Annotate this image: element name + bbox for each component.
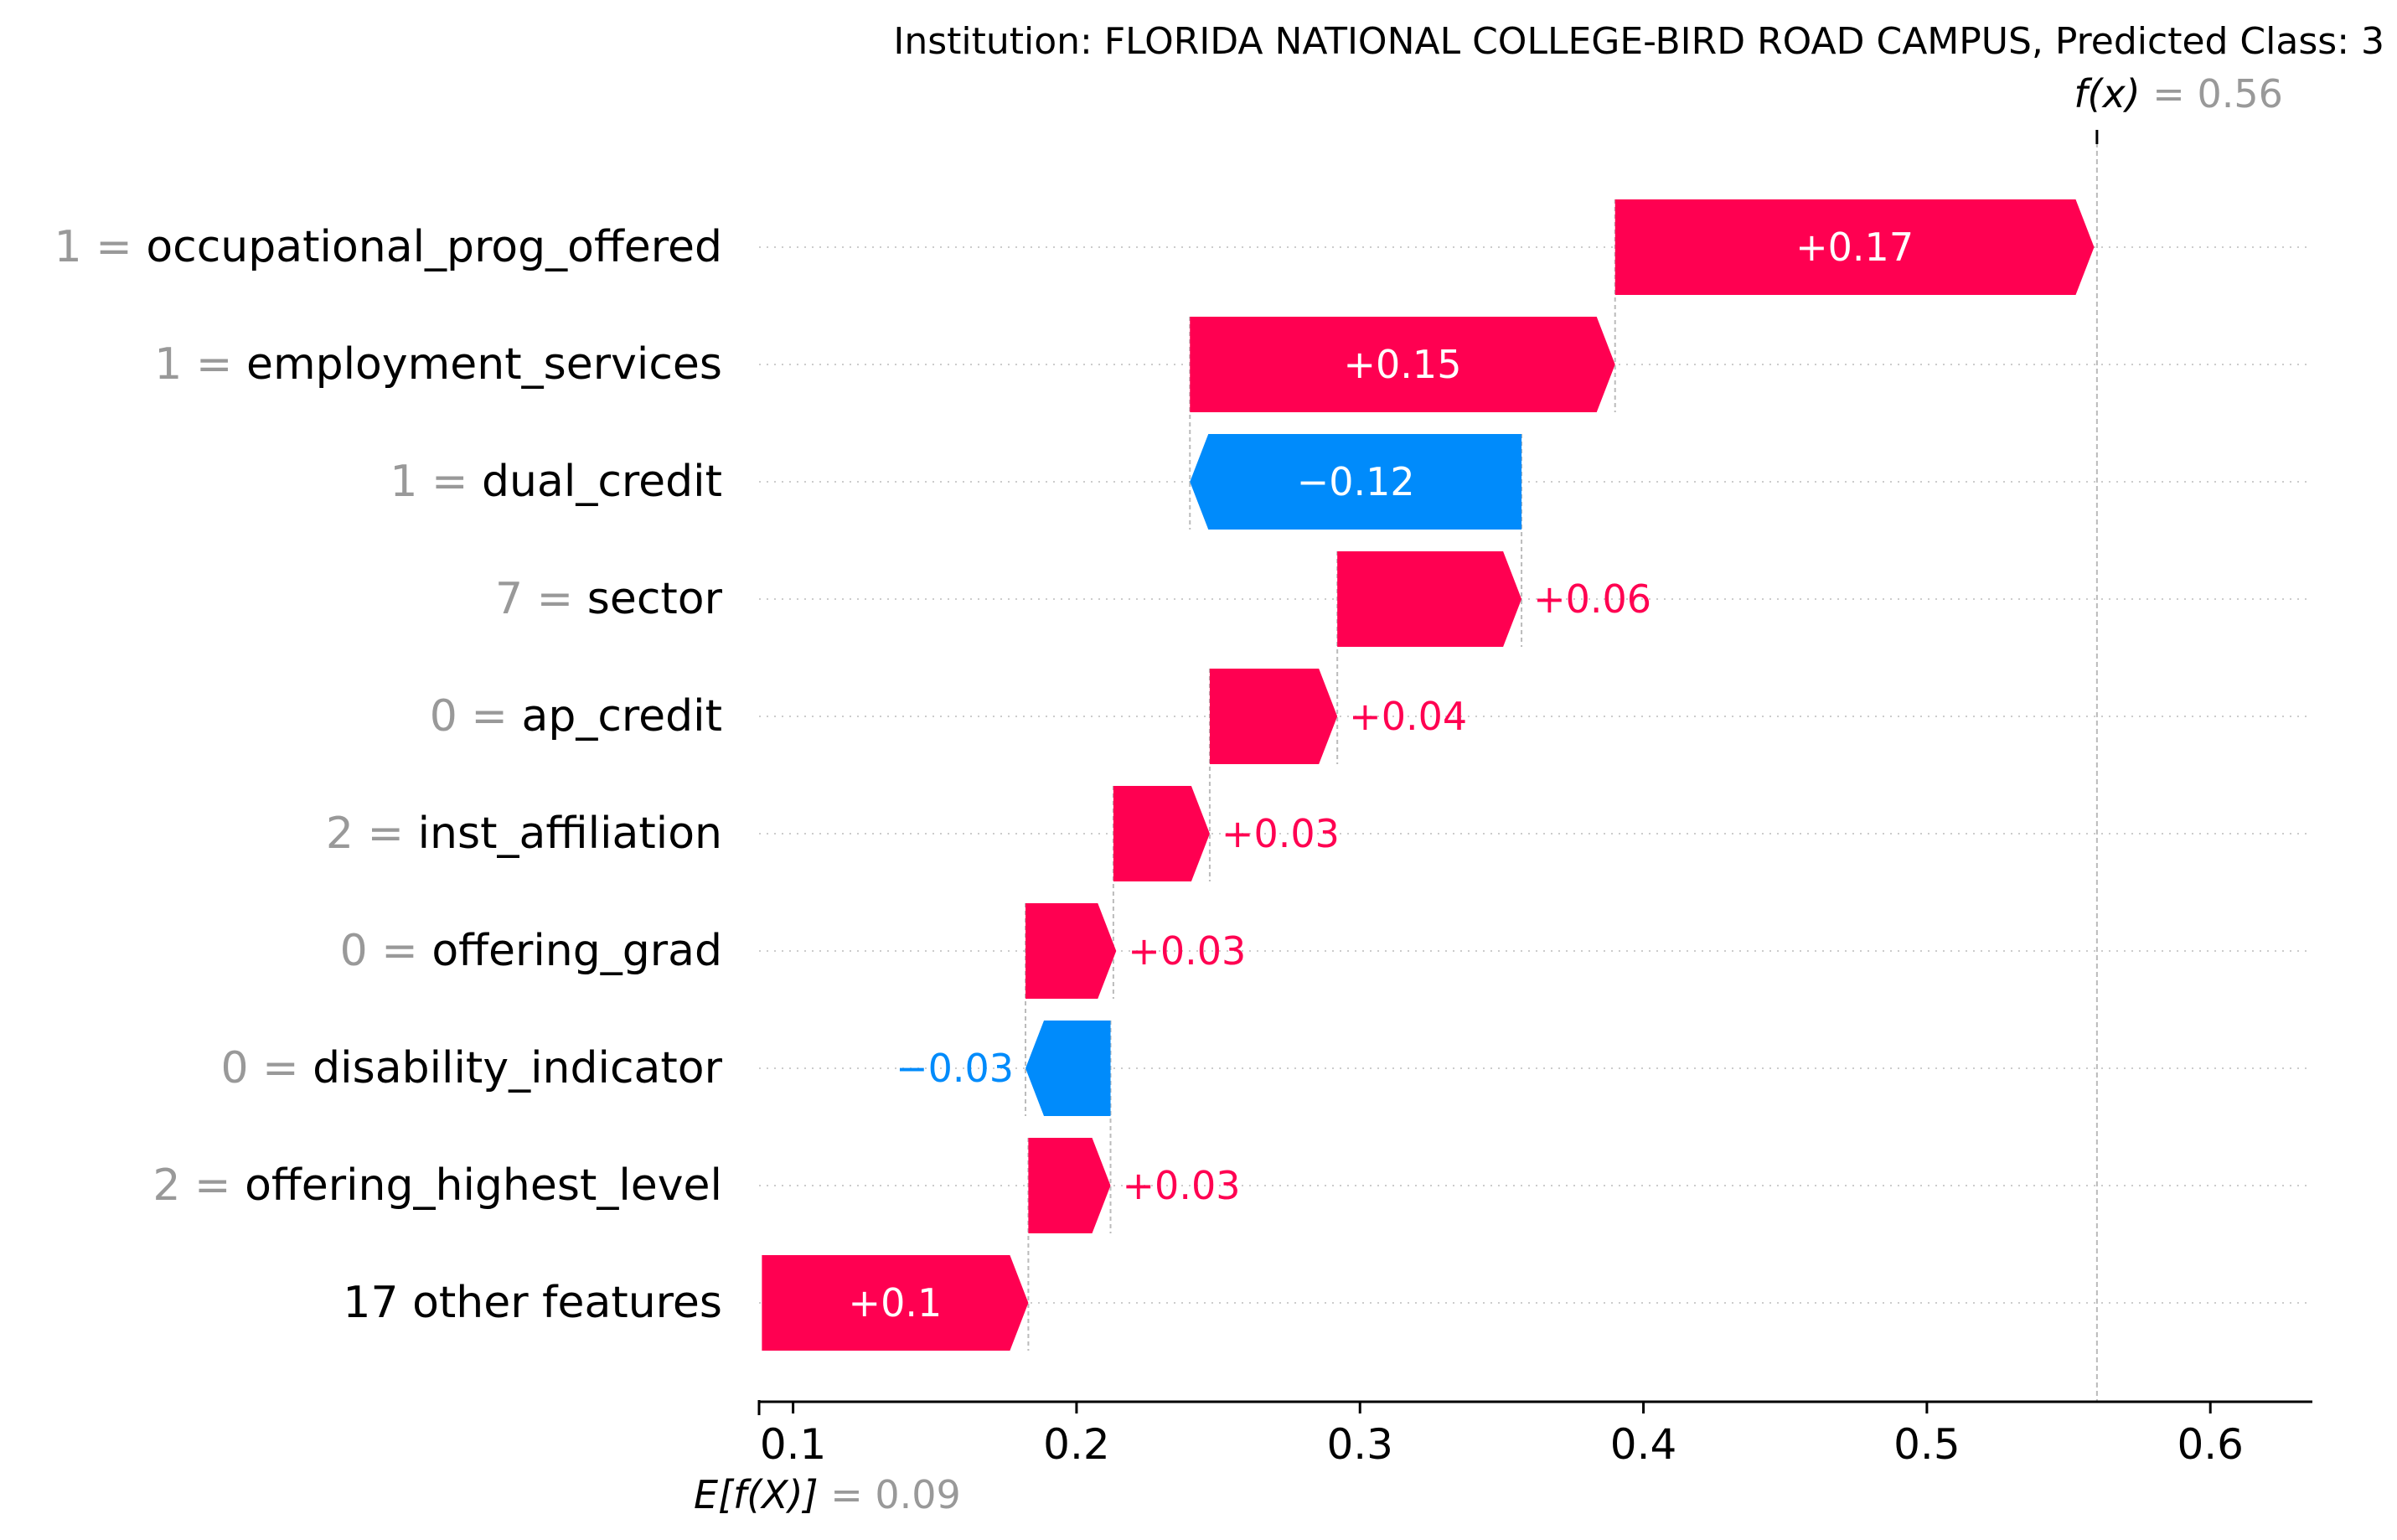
base-value-number: = 0.09 bbox=[830, 1472, 961, 1517]
feature-value: 1 = bbox=[390, 457, 482, 507]
x-tick-label: 0.2 bbox=[1043, 1420, 1110, 1469]
feature-label: 7 = sector bbox=[495, 574, 723, 624]
bar-value-label: +0.15 bbox=[1344, 342, 1462, 387]
feature-name: offering_highest_level bbox=[245, 1160, 722, 1211]
contribution-bar bbox=[1190, 317, 1615, 412]
x-tick-label: 0.6 bbox=[2177, 1420, 2244, 1469]
contribution-bar bbox=[1337, 551, 1522, 647]
feature-value: 1 = bbox=[54, 222, 147, 272]
feature-name: dual_credit bbox=[482, 457, 722, 507]
contribution-bar bbox=[1028, 1138, 1111, 1233]
feature-label: 2 = inst_affiliation bbox=[326, 809, 722, 859]
feature-label: 0 = offering_grad bbox=[340, 926, 722, 976]
feature-value: 7 = bbox=[495, 574, 587, 624]
feature-name: inst_affiliation bbox=[418, 809, 722, 859]
bar-value-label: −0.12 bbox=[1297, 459, 1415, 504]
contribution-bar bbox=[1614, 199, 2095, 295]
feature-label: 0 = disability_indicator bbox=[220, 1043, 722, 1093]
x-tick-label: 0.3 bbox=[1326, 1420, 1393, 1469]
feature-value: 0 = bbox=[220, 1043, 313, 1093]
bar-value-label: +0.04 bbox=[1349, 694, 1467, 739]
feature-label: 1 = occupational_prog_offered bbox=[54, 222, 722, 272]
chart-title: Institution: FLORIDA NATIONAL COLLEGE-BI… bbox=[893, 20, 2384, 63]
contribution-bar bbox=[1025, 903, 1117, 999]
feature-label: 1 = dual_credit bbox=[390, 457, 722, 507]
feature-value: 2 = bbox=[326, 809, 418, 859]
output-value-number: = 0.56 bbox=[2152, 71, 2283, 116]
contribution-bar bbox=[762, 1255, 1029, 1351]
bar-value-label: −0.03 bbox=[896, 1046, 1014, 1091]
base-value-prefix: E[f(X)] bbox=[694, 1472, 830, 1517]
connector-lines bbox=[1025, 130, 2099, 1402]
contribution-bar bbox=[1025, 1021, 1111, 1116]
feature-label: 1 = employment_services bbox=[154, 339, 722, 390]
feature-name: sector bbox=[587, 574, 723, 624]
feature-name: employment_services bbox=[246, 339, 722, 390]
contribution-bar bbox=[1190, 434, 1522, 530]
feature-name: occupational_prog_offered bbox=[146, 222, 722, 272]
bar-value-label: +0.03 bbox=[1123, 1163, 1241, 1208]
feature-label: 2 = offering_highest_level bbox=[152, 1160, 722, 1211]
feature-value: 2 = bbox=[152, 1160, 245, 1211]
bar-value-label: +0.03 bbox=[1222, 811, 1340, 856]
bar-value-label: +0.03 bbox=[1128, 928, 1246, 974]
bar-value-label: +0.1 bbox=[849, 1280, 943, 1326]
feature-value: 1 = bbox=[154, 339, 246, 390]
contribution-bar bbox=[1209, 669, 1338, 764]
feature-name: 17 other features bbox=[343, 1278, 722, 1328]
value-annotations: E[f(X)] = 0.09 f(x) = 0.56 bbox=[694, 71, 2283, 1517]
base-value-annotation: E[f(X)] = 0.09 bbox=[694, 1472, 961, 1517]
bar-value-label: +0.06 bbox=[1533, 576, 1651, 622]
feature-value: 0 = bbox=[340, 926, 432, 976]
feature-name: offering_grad bbox=[431, 926, 722, 976]
x-tick-label: 0.4 bbox=[1610, 1420, 1677, 1469]
feature-value: 0 = bbox=[430, 691, 522, 742]
contribution-bar bbox=[1113, 786, 1210, 881]
x-tick-label: 0.1 bbox=[760, 1420, 827, 1469]
x-axis: 0.1 0.2 0.3 0.4 0.5 0.6 bbox=[757, 1400, 2312, 1469]
contribution-bars: +0.17 +0.15 −0.12 +0.06 +0.04 +0.03 +0.03 −0.03… bbox=[762, 199, 2095, 1351]
feature-name: ap_credit bbox=[521, 691, 722, 742]
feature-label: 0 = ap_credit bbox=[430, 691, 722, 742]
output-value-prefix: f(x) bbox=[2074, 71, 2152, 116]
output-value-annotation: f(x) = 0.56 bbox=[2074, 71, 2283, 116]
bar-value-label: +0.17 bbox=[1795, 225, 1914, 270]
x-tick-label: 0.5 bbox=[1893, 1420, 1960, 1469]
feature-label: 17 other features bbox=[343, 1278, 722, 1328]
feature-name: disability_indicator bbox=[313, 1043, 722, 1093]
